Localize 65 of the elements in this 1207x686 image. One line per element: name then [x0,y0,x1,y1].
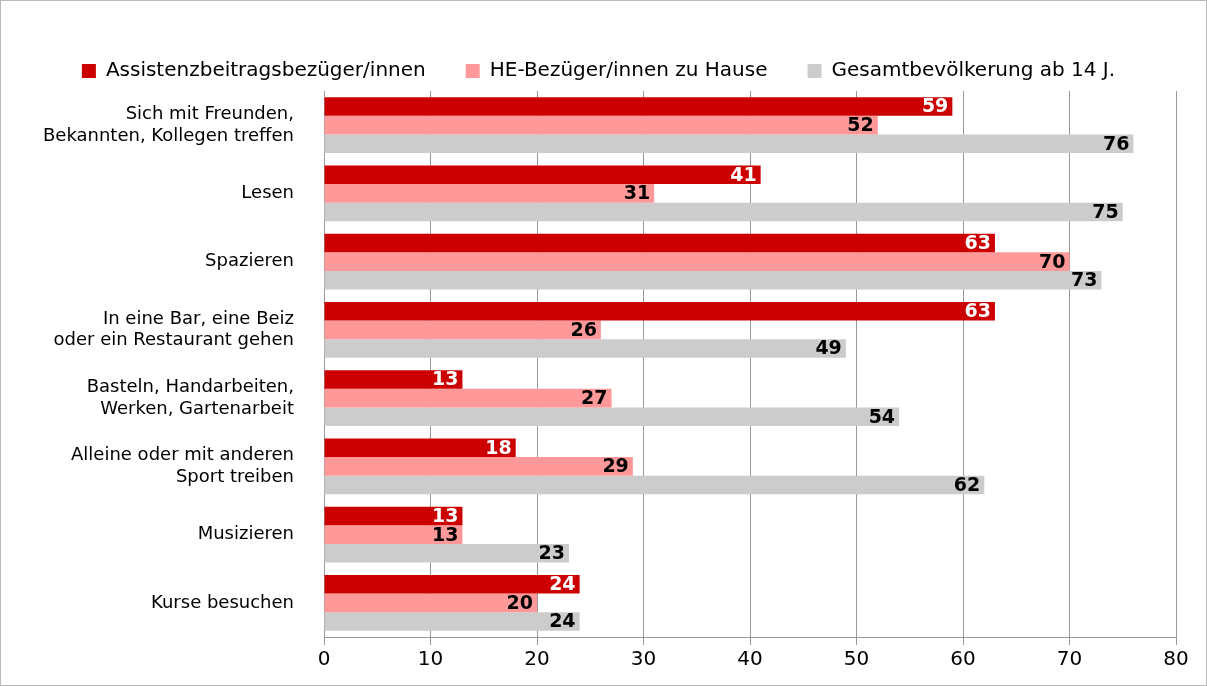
bar [324,612,580,631]
x-tick-label: 50 [843,646,870,671]
bar [324,270,1102,290]
data-label: 54 [868,404,896,427]
data-label: 23 [538,541,565,564]
data-label: 62 [953,472,981,495]
data-label: 18 [485,435,512,458]
x-tick-label: 70 [1056,646,1083,671]
bar [324,370,463,389]
bar [324,475,985,495]
legend-label: Assistenzbeitragsbezüger/innen [105,57,426,82]
data-label: 31 [623,181,651,204]
bar [324,165,761,185]
bar [324,202,1123,222]
x-tick-label: 30 [630,646,657,671]
data-label: 63 [964,299,991,322]
bar [324,525,463,544]
bar [324,97,953,116]
bar [324,233,995,253]
y-tick-label: Spazieren [205,249,295,271]
bar [324,407,900,427]
y-tick-label: In eine Bar, eine Beiz oder ein Restaurant gehen [53,306,295,350]
y-tick-label: Sich mit Freunden, Bekannten, Kollegen treffen [42,102,295,145]
bar [324,134,1134,154]
data-label: 52 [847,113,874,136]
data-label: 75 [1092,199,1119,222]
legend-label: Gesamtbevölkerung ab 14 J. [831,57,1116,82]
data-label: 24 [549,609,576,632]
data-label: 76 [1102,131,1130,154]
data-label: 13 [432,367,459,390]
x-tick-label: 60 [950,646,976,671]
bar [324,457,633,476]
data-label: 41 [730,162,757,185]
data-label: 20 [506,590,534,613]
data-label: 63 [964,230,991,253]
x-tick-label: 10 [417,646,444,671]
data-label: 59 [921,94,949,117]
data-label: 27 [581,386,608,409]
bar [324,184,655,203]
bar [324,438,516,458]
bar [324,252,1070,271]
data-label: 70 [1039,249,1066,272]
data-label: 73 [1071,268,1098,291]
bar [324,543,569,563]
y-tick-label: Basteln, Handarbeiten, Werken, Gartenarbeit [86,375,295,418]
data-label: 24 [549,572,576,595]
bar [324,320,601,340]
y-tick-label: Lesen [241,181,295,203]
y-tick-label: Musizieren [197,522,295,544]
bar [324,593,538,613]
bar [324,301,995,321]
x-tick-label: 0 [317,646,331,671]
data-label: 29 [602,454,629,477]
bar [324,574,580,594]
y-tick-label: Alleine oder mit anderen Sport treiben [71,443,295,486]
x-tick-label: 20 [524,646,550,671]
bar [324,115,878,135]
legend-label: HE-Bezüger/innen zu Hause [489,57,768,82]
x-tick-label: 80 [1163,646,1189,671]
x-tick-label: 40 [737,646,763,671]
bar [324,388,612,408]
data-label: 26 [570,317,597,340]
y-tick-label: Kurse besuchen [151,590,295,612]
data-label: 49 [815,336,842,359]
bar [324,339,846,358]
